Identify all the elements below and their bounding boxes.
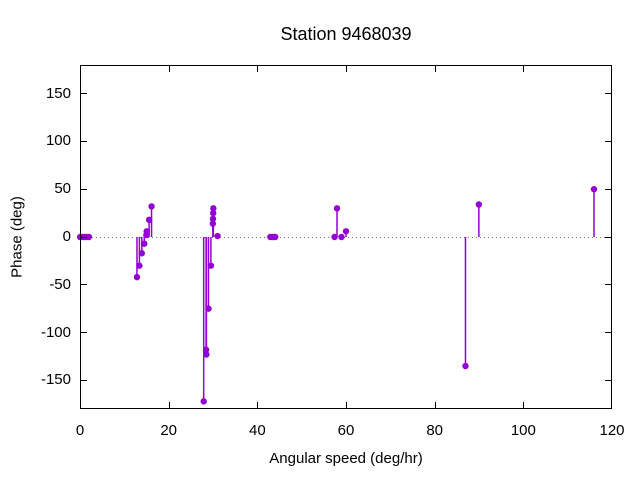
y-tick-mark: [80, 188, 87, 190]
y-tick-mark: [80, 236, 87, 238]
y-tick-mark: [605, 284, 612, 286]
x-tick-label: 100: [510, 422, 536, 439]
data-point: [200, 398, 207, 405]
data-point: [133, 273, 141, 281]
data-point: [202, 346, 210, 353]
x-tick-mark: [168, 402, 170, 409]
y-tick-mark: [80, 93, 87, 95]
x-tick-mark: [434, 402, 436, 409]
data-point: [333, 205, 341, 212]
x-tick-mark: [346, 65, 347, 72]
data-point: [338, 233, 345, 241]
data-point: [209, 209, 217, 217]
y-tick-mark: [605, 140, 612, 142]
x-tick-mark: [523, 402, 525, 409]
y-tick-mark: [80, 140, 87, 142]
y-tick-mark: [605, 236, 612, 238]
data-point: [207, 262, 215, 269]
y-tick-mark: [80, 379, 87, 381]
data-point: [136, 262, 143, 269]
x-tick-mark: [168, 65, 170, 72]
data-point: [475, 201, 483, 208]
x-tick-mark: [257, 65, 259, 72]
y-tick-label: 0: [62, 228, 71, 245]
chart-title: Station 9468039: [280, 24, 412, 44]
data-point: [462, 362, 469, 370]
x-tick-label: 60: [337, 422, 355, 439]
x-tick-label: 0: [75, 422, 85, 439]
data-point: [143, 228, 150, 235]
data-point: [148, 203, 155, 210]
x-tick-mark: [257, 402, 259, 409]
data-series-svg: [76, 186, 598, 405]
y-tick-mark: [80, 332, 87, 334]
y-tick-label: 100: [45, 132, 71, 150]
data-point: [138, 250, 146, 257]
y-tick-label: 50: [54, 180, 71, 198]
x-tick-label: 120: [599, 422, 625, 439]
y-tick-label: -150: [40, 371, 71, 389]
data-point: [210, 205, 217, 212]
x-tick-mark: [611, 402, 612, 409]
x-tick-label: 20: [160, 422, 177, 439]
x-axis-label: Angular speed (deg/hr): [269, 450, 423, 467]
data-point: [214, 232, 221, 240]
data-point: [145, 216, 153, 223]
x-tick-mark: [434, 65, 436, 72]
x-tick-mark: [80, 65, 81, 72]
y-tick-label: -100: [40, 323, 71, 341]
y-tick-label: 150: [45, 84, 71, 102]
data-point: [271, 233, 279, 241]
x-tick-label: 80: [426, 422, 443, 439]
data-point: [203, 351, 210, 358]
y-tick-mark: [605, 332, 612, 334]
y-tick-mark: [80, 284, 87, 286]
y-tick-mark: [605, 379, 612, 381]
data-point: [141, 240, 148, 247]
x-tick-mark: [611, 65, 612, 72]
data-point: [590, 186, 598, 193]
data-point: [209, 215, 217, 223]
data-point: [342, 228, 350, 235]
data-point: [331, 233, 338, 241]
plot-area: [76, 65, 612, 409]
x-tick-mark: [346, 402, 347, 409]
x-tick-label: 40: [248, 422, 266, 439]
y-tick-label: -50: [49, 275, 71, 293]
x-tick-mark: [80, 402, 81, 409]
data-point: [209, 220, 217, 227]
data-point: [85, 233, 93, 241]
x-tick-mark: [523, 65, 525, 72]
y-tick-mark: [605, 188, 612, 190]
y-tick-mark: [605, 93, 612, 95]
data-point: [205, 305, 212, 312]
